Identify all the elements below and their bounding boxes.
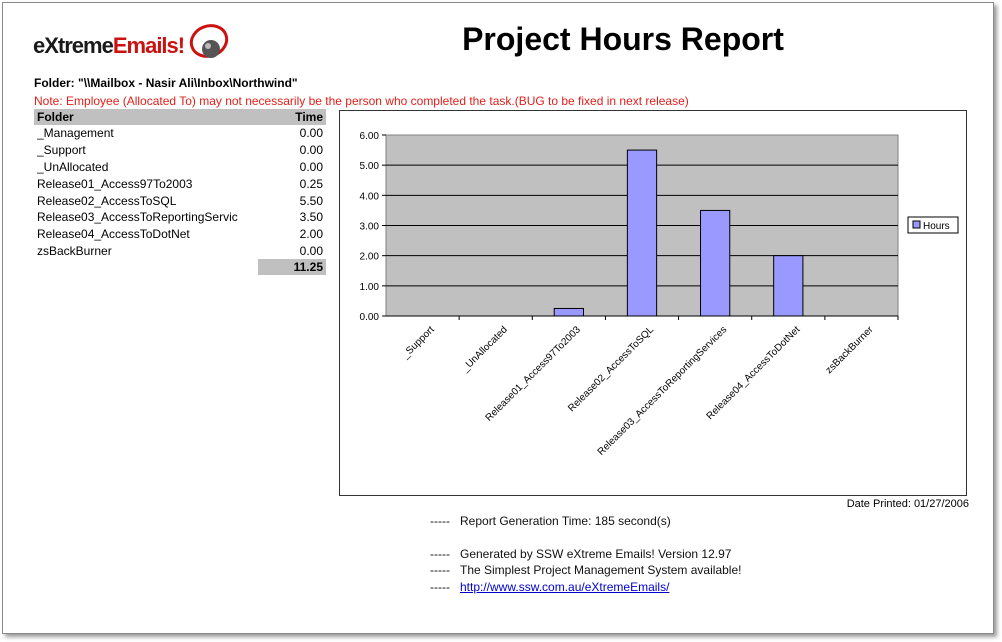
footer-line-tagline: ----- The Simplest Project Management Sys… <box>430 563 741 580</box>
table-row: _Management 0.00 <box>34 125 326 142</box>
footer-dash: ----- <box>430 563 450 577</box>
table-row: Release01_Access97To2003 0.25 <box>34 175 326 192</box>
table-row: Release02_AccessToSQL 5.50 <box>34 192 326 209</box>
row-time: 5.50 <box>299 193 323 208</box>
footer-dash: ----- <box>430 579 450 594</box>
row-folder: zsBackBurner <box>37 243 112 258</box>
hours-chart: 0.00 1.00 2.00 3.00 4.00 5.00 6.00 _Support _UnA… <box>339 110 967 496</box>
footer-line-generation: ----- Report Generation Time: 185 second(… <box>430 514 741 531</box>
x-category-label: _UnAllocated <box>459 324 510 375</box>
bar-hours <box>553 307 584 317</box>
x-category-label: Release02_AccessToSQL <box>566 324 656 414</box>
row-folder: Release01_Access97To2003 <box>37 176 193 191</box>
footer-dash: ----- <box>430 546 450 561</box>
row-time: 3.50 <box>299 210 323 225</box>
logo-brand-black: Xtreme <box>44 33 114 58</box>
row-folder: Release03_AccessToReportingServic <box>37 210 238 225</box>
hours-chart-svg: 0.00 1.00 2.00 3.00 4.00 5.00 6.00 _Support _UnA… <box>360 131 959 458</box>
footer-dash: ----- <box>430 514 450 528</box>
extreme-emails-logo: eXtremeEmails! <box>31 21 231 67</box>
generated-by: Generated by SSW eXtreme Emails! Version… <box>460 546 732 561</box>
y-tick-label: 5.00 <box>360 161 380 172</box>
table-row: _Support 0.00 <box>34 142 326 159</box>
logo-swoosh-icon <box>189 24 229 58</box>
generation-time: Report Generation Time: 185 second(s) <box>460 514 671 528</box>
x-category-label: zsBackBurner <box>824 324 876 376</box>
tagline: The Simplest Project Management System a… <box>460 563 742 577</box>
logo-brand-red: Emails! <box>112 33 185 58</box>
row-time: 0.00 <box>299 126 323 141</box>
bar-hours <box>626 149 658 317</box>
row-folder: _Management <box>37 126 114 141</box>
row-time: 0.00 <box>299 159 323 174</box>
footer-line-generated-by: ----- Generated by SSW eXtreme Emails! Ve… <box>430 547 741 564</box>
hours-table: Folder Time _Management 0.00 _Support 0.00 _… <box>34 109 326 276</box>
x-category-label: Release03_AccessToReportingServices <box>596 324 730 458</box>
row-time: 0.00 <box>299 243 323 258</box>
table-row: Release04_AccessToDotNet 2.00 <box>34 226 326 243</box>
report-footer: ----- Report Generation Time: 185 second(… <box>430 514 741 596</box>
report-page: eXtremeEmails! Project Hours Report Fold… <box>2 2 994 634</box>
table-row: Release03_AccessToReportingServic 3.50 <box>34 209 326 226</box>
bug-note: Note: Employee (Allocated To) may not ne… <box>34 94 689 108</box>
date-printed: Date Printed: 01/27/2006 <box>846 498 969 510</box>
x-category-label: _Support <box>400 324 437 361</box>
row-folder: _Support <box>37 143 86 158</box>
report-title: Project Hours Report <box>462 21 784 57</box>
y-tick-label: 0.00 <box>360 312 380 323</box>
header-time: Time <box>295 110 323 124</box>
legend-label: Hours <box>923 221 950 232</box>
table-header: Folder Time <box>34 109 326 125</box>
footer-line-url: ----- http://www.ssw.com.au/eXtremeEmails… <box>430 580 741 597</box>
y-tick-label: 2.00 <box>360 252 380 263</box>
folder-path: Folder: "\\Mailbox - Nasir Ali\Inbox\Nor… <box>34 76 298 90</box>
y-tick-label: 6.00 <box>360 131 380 142</box>
y-tick-label: 1.00 <box>360 282 380 293</box>
table-total-row: 11.25 <box>34 259 326 276</box>
header-folder: Folder <box>37 110 74 124</box>
row-folder: Release02_AccessToSQL <box>37 193 177 208</box>
legend-swatch <box>912 220 921 229</box>
table-body: _Management 0.00 _Support 0.00 _UnAllocated 0… <box>34 125 326 259</box>
bar-hours <box>773 255 804 317</box>
table-row: _UnAllocated 0.00 <box>34 159 326 176</box>
row-folder: Release04_AccessToDotNet <box>37 227 190 242</box>
row-folder: _UnAllocated <box>37 159 109 174</box>
row-time: 2.00 <box>299 227 323 242</box>
logo-wordmark: eXtremeEmails! <box>33 33 185 59</box>
row-time: 0.25 <box>299 176 323 191</box>
y-tick-label: 4.00 <box>360 191 380 202</box>
logo-prefix: e <box>33 33 45 58</box>
bar-hours <box>700 209 731 317</box>
product-url-link[interactable]: http://www.ssw.com.au/eXtremeEmails/ <box>460 579 670 594</box>
total-hours: 11.25 <box>258 259 326 276</box>
row-time: 0.00 <box>299 143 323 158</box>
y-tick-label: 3.00 <box>360 222 380 233</box>
table-row: zsBackBurner 0.00 <box>34 243 326 260</box>
